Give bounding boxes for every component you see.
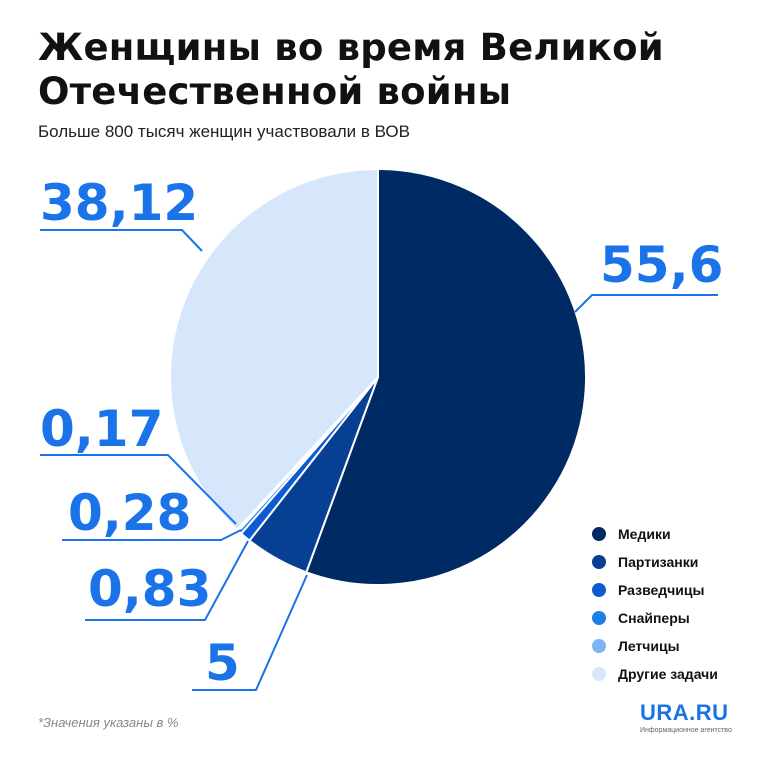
legend-label: Медики: [618, 526, 671, 542]
pie-slice-1: [305, 167, 587, 586]
legend-item-2: Партизанки: [592, 548, 718, 576]
leader-line-4: [62, 529, 242, 541]
legend-item-5: Летчицы: [592, 632, 718, 660]
value-label-6: 38,12: [40, 174, 198, 232]
footnote: *Значения указаны в %: [38, 715, 179, 730]
legend-item-1: Медики: [592, 520, 718, 548]
leader-line-1: [574, 294, 718, 313]
value-label-1: 55,6: [600, 236, 723, 294]
legend-item-3: Разведчицы: [592, 576, 718, 604]
legend: Медики Партизанки Разведчицы Снайперы Летчиц…: [592, 520, 718, 688]
chart-title: Женщины во время Великой Отечественной в…: [38, 26, 664, 113]
leader-line-5: [40, 454, 237, 525]
value-label-3: 0,83: [88, 560, 211, 618]
legend-label: Разведчицы: [618, 582, 705, 598]
chart-subtitle: Больше 800 тысяч женщин участвовали в ВО…: [38, 122, 410, 141]
value-label-2: 5: [205, 634, 240, 692]
logo-tagline: Информационное агентство: [640, 727, 732, 734]
legend-label: Партизанки: [618, 554, 699, 570]
legend-item-4: Снайперы: [592, 604, 718, 632]
legend-swatch: [592, 639, 606, 653]
value-label-4: 0,28: [68, 484, 191, 542]
value-label-5: 0,17: [40, 400, 163, 458]
legend-label: Летчицы: [618, 638, 680, 654]
legend-swatch: [592, 555, 606, 569]
legend-swatch: [592, 611, 606, 625]
legend-swatch: [592, 667, 606, 681]
leader-line-6: [40, 229, 203, 252]
legend-label: Другие задачи: [618, 666, 718, 682]
legend-swatch: [592, 527, 606, 541]
leader-line-3: [85, 540, 249, 621]
legend-item-6: Другие задачи: [592, 660, 718, 688]
logo-brand: URA.RU: [640, 700, 729, 725]
legend-swatch: [592, 583, 606, 597]
leader-line-2: [192, 574, 308, 691]
pie-slice-6: [169, 167, 379, 532]
ura-logo[interactable]: URA.RU Информационное агентство: [640, 700, 750, 734]
legend-label: Снайперы: [618, 610, 690, 626]
